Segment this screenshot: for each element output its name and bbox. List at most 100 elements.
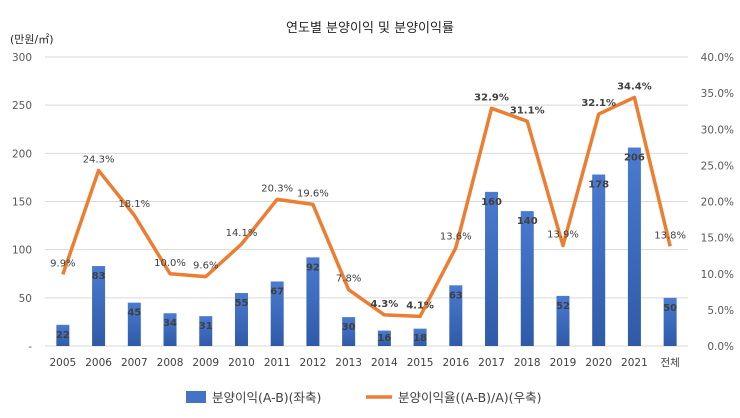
bar-label: 16	[377, 333, 391, 344]
x-tick: 2011	[264, 357, 291, 369]
legend-line-label: 분양이익율((A-B)/A)(우축)	[398, 390, 541, 405]
line-label: 24.3%	[83, 154, 115, 165]
line-label: 32.9%	[474, 92, 509, 103]
line-label: 34.4%	[617, 81, 652, 92]
bar-series	[56, 147, 677, 346]
y-right-tick: 0.0%	[707, 341, 734, 353]
x-tick: 2020	[585, 357, 612, 369]
bar	[413, 328, 427, 346]
y-left-tick: 200	[12, 148, 32, 160]
y-right-tick: 20.0%	[701, 197, 734, 209]
bar-label: 160	[481, 197, 502, 208]
bar	[342, 317, 356, 346]
x-tick: 2017	[478, 357, 505, 369]
x-ticks: 2005 2006 2007 2008 2009 2010 2011 2012 2013 2014…	[49, 357, 679, 369]
line-label: 18.1%	[118, 199, 150, 210]
x-tick: 2008	[157, 357, 184, 369]
x-tick: 2018	[514, 357, 541, 369]
x-tick: 2016	[442, 357, 469, 369]
chart-title: 연도별 분양이익 및 분양이익률	[286, 21, 454, 36]
line-label: 10.0%	[154, 258, 186, 269]
line-label: 4.3%	[370, 299, 398, 310]
bar	[56, 324, 70, 346]
x-tick: 2007	[121, 357, 148, 369]
bar-label: 34	[163, 318, 177, 329]
bar-label: 67	[270, 286, 284, 297]
line-labels: 9.9% 24.3% 18.1% 10.0% 9.6% 14.1% 20.3% 19.6% 7.…	[50, 81, 686, 311]
y-right-tick: 35.0%	[701, 88, 734, 100]
y-right-tick: 30.0%	[701, 124, 734, 136]
line-label: 13.8%	[654, 230, 686, 241]
line-label: 13.6%	[440, 232, 472, 243]
y-right-tick: 15.0%	[701, 233, 734, 245]
x-tick: 2005	[49, 357, 76, 369]
bar	[556, 295, 570, 346]
bar	[449, 285, 463, 346]
bar-label: 83	[92, 271, 106, 282]
x-tick: 2006	[85, 357, 112, 369]
y-right-tick: 25.0%	[701, 160, 734, 172]
bar-label: 22	[56, 330, 70, 341]
line-label: 31.1%	[510, 105, 545, 116]
x-tick: 2019	[550, 357, 577, 369]
legend: 분양이익(A-B)(좌축) 분양이익율((A-B)/A)(우축)	[186, 390, 541, 405]
line-label: 19.6%	[297, 188, 329, 199]
y-left-ticks: - 50 100 150 200 250 300	[12, 52, 32, 353]
bar	[485, 191, 499, 346]
line-label: 14.1%	[226, 228, 258, 239]
y-left-tick: -	[28, 341, 32, 353]
bar-label: 206	[624, 153, 645, 164]
y-left-tick: 50	[19, 293, 32, 305]
bar-label: 178	[588, 180, 609, 191]
y-right-ticks: 0.0% 5.0% 10.0% 15.0% 20.0% 25.0% 30.0% 35.0% 40…	[701, 52, 734, 353]
x-tick: 2012	[300, 357, 327, 369]
y-left-unit: (만원/㎡)	[10, 33, 54, 46]
bar-label: 140	[517, 216, 538, 227]
line-label: 7.8%	[336, 274, 361, 285]
bar	[663, 297, 677, 346]
y-left-tick: 300	[12, 52, 32, 64]
x-tick: 2021	[621, 357, 648, 369]
bar-label: 92	[306, 262, 320, 273]
line-label: 9.9%	[50, 258, 75, 269]
x-tick: 2014	[371, 357, 398, 369]
x-tick: 2009	[192, 357, 219, 369]
bar	[377, 330, 391, 346]
y-right-tick: 10.0%	[701, 269, 734, 281]
x-tick: 2013	[335, 357, 362, 369]
y-left-tick: 100	[12, 245, 32, 257]
bar-label: 18	[413, 333, 427, 344]
bar-label: 63	[449, 290, 463, 301]
bar	[127, 302, 141, 346]
bar	[627, 147, 641, 346]
bar	[306, 257, 320, 346]
x-tick: 2010	[228, 357, 255, 369]
bar-labels: 22 83 45 34 31 55 67 92 30 16 18 63 160 140 52 178 206 50	[56, 153, 677, 344]
bar-label: 31	[199, 321, 213, 332]
bar	[234, 293, 248, 346]
bar-label: 50	[663, 303, 677, 314]
x-tick: 전체	[660, 357, 679, 369]
bar-label: 52	[556, 301, 570, 312]
y-left-tick: 150	[12, 197, 32, 209]
bar-label: 30	[342, 322, 356, 333]
y-right-tick: 5.0%	[707, 305, 734, 317]
line-label: 13.9%	[547, 230, 579, 241]
line-path	[61, 95, 672, 319]
line-label: 4.1%	[406, 300, 434, 311]
bar	[270, 281, 284, 346]
y-left-tick: 250	[12, 100, 32, 112]
line-label: 9.6%	[193, 261, 218, 272]
bar	[520, 211, 534, 346]
line-series	[61, 95, 672, 319]
bar-label: 45	[127, 308, 141, 319]
x-tick: 2015	[407, 357, 434, 369]
line-label: 20.3%	[261, 183, 293, 194]
bar	[163, 313, 177, 346]
bar	[199, 316, 213, 346]
gridlines	[45, 56, 688, 347]
legend-bar-swatch	[186, 391, 206, 403]
bar	[92, 266, 106, 346]
